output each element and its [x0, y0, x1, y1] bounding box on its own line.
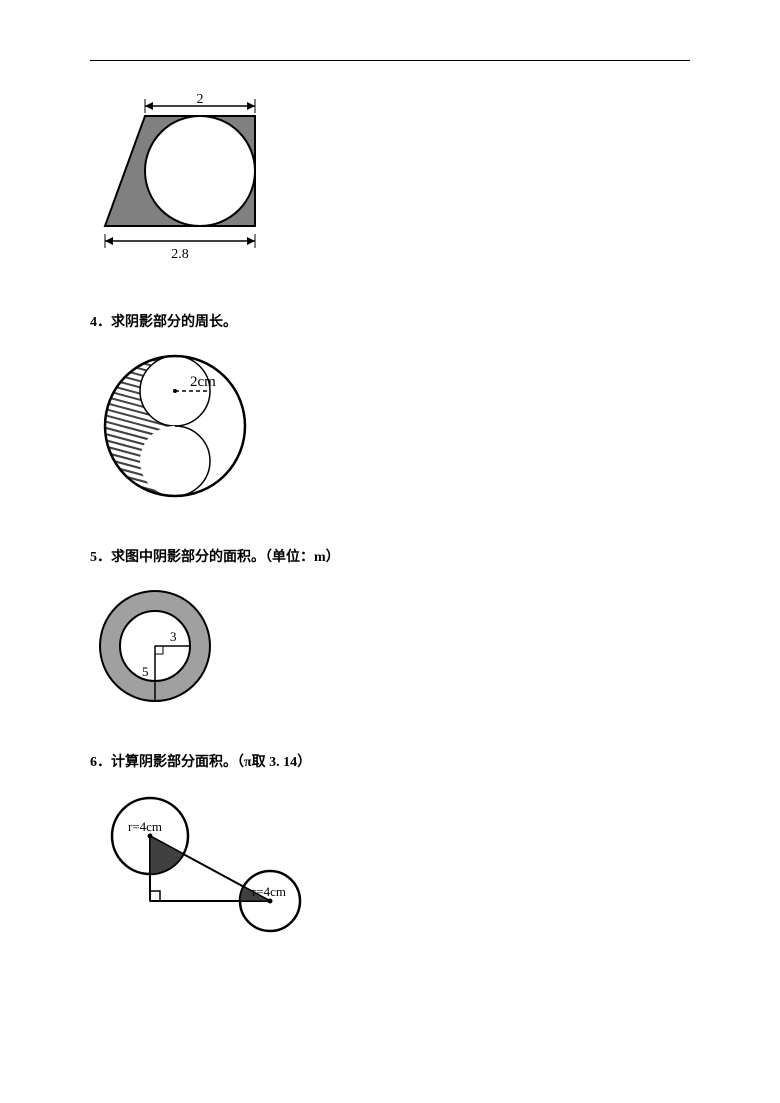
left-radius-label: r=4cm	[128, 819, 162, 834]
two-circles-triangle-diagram: r=4cm r=4cm	[90, 786, 350, 946]
top-dim-label: 2	[197, 92, 204, 107]
ring-diagram: 3 5	[90, 581, 230, 711]
inner-radius-label: 3	[170, 629, 177, 644]
top-divider	[90, 60, 690, 61]
figure-3: 2 2.8	[90, 91, 690, 271]
problem-6-text: 6．计算阴影部分面积。（π取 3. 14）	[90, 751, 690, 771]
right-radius-label: r=4cm	[252, 884, 286, 899]
yin-yang-diagram: 2cm	[90, 346, 270, 506]
figure-4: 2cm	[90, 346, 690, 506]
radius-label: 2cm	[190, 374, 216, 390]
problem-4-text: 4．求阴影部分的周长。	[90, 311, 690, 331]
figure-6: r=4cm r=4cm	[90, 786, 690, 946]
figure-5: 3 5	[90, 581, 690, 711]
trapezoid-circle-diagram: 2 2.8	[90, 91, 290, 271]
problem-5-text: 5．求图中阴影部分的面积。（单位：m）	[90, 546, 690, 566]
outer-radius-label: 5	[142, 664, 149, 679]
bottom-dim-label: 2.8	[171, 247, 189, 262]
page-content: 2 2.8 4．求阴影部分的周长。	[0, 0, 780, 946]
